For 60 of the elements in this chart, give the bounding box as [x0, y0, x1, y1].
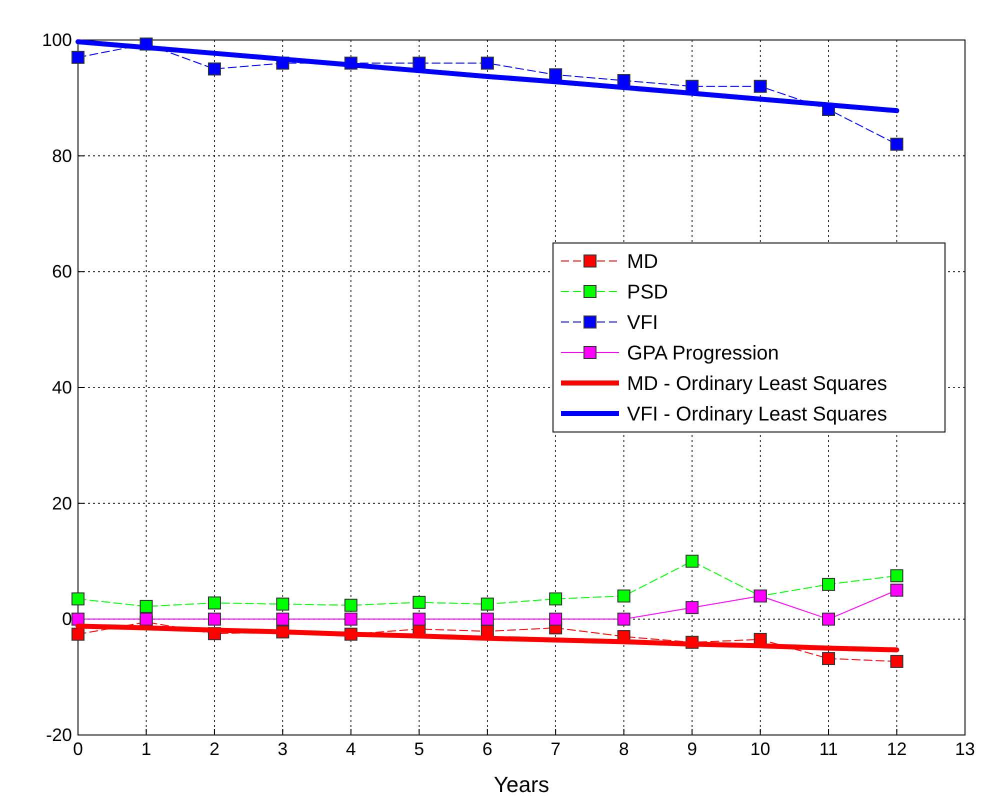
point [208, 596, 221, 610]
point [890, 569, 904, 582]
point [72, 628, 84, 641]
legend-label: VFI [627, 312, 658, 334]
point [549, 612, 562, 626]
point [208, 62, 221, 76]
legend-label: PSD [627, 282, 668, 304]
point [480, 612, 494, 626]
x-tick-label: 9 [687, 739, 698, 759]
point [276, 612, 290, 626]
y-tick-label: 40 [52, 378, 72, 398]
point [412, 56, 426, 70]
point [344, 612, 358, 626]
point [72, 612, 84, 626]
x-tick-label: 5 [414, 739, 424, 759]
point [549, 592, 562, 606]
y-tick-label: 100 [42, 30, 72, 50]
point [890, 654, 904, 668]
point [480, 598, 494, 611]
point [822, 612, 836, 626]
point [890, 584, 904, 597]
x-tick-label: 4 [346, 739, 356, 759]
x-tick-label: 12 [886, 739, 907, 759]
point [276, 598, 290, 611]
point [754, 80, 767, 93]
x-tick-label: 10 [750, 739, 770, 759]
x-axis-title: Years [494, 772, 550, 797]
point [412, 612, 426, 626]
point [344, 598, 358, 612]
point [822, 652, 836, 666]
point [617, 612, 630, 626]
x-tick-label: 1 [141, 739, 152, 759]
x-tick-label: 8 [618, 739, 629, 759]
x-tick-label: 6 [482, 739, 492, 759]
y-tick-label: 0 [62, 609, 72, 630]
x-tick-label: 13 [954, 739, 976, 759]
point [686, 554, 699, 568]
point [208, 612, 221, 626]
x-tick-label: 7 [550, 739, 561, 759]
point [72, 50, 84, 64]
x-tick-label: 2 [209, 739, 220, 759]
legend-label: VFI - Ordinary Least Squares [627, 404, 888, 426]
point [890, 138, 904, 151]
legend-label: GPA Progression [627, 342, 779, 364]
point [140, 600, 153, 613]
point [617, 590, 630, 602]
y-tick-label: 20 [52, 493, 72, 514]
x-tick-label: 11 [819, 739, 838, 759]
point [480, 56, 494, 70]
y-tick-label: 80 [52, 146, 72, 166]
point [822, 578, 836, 591]
point [412, 596, 426, 609]
legend-label: MD [627, 251, 658, 273]
legend-label: MD - Ordinary Least Squares [627, 373, 888, 395]
y-tick-label: -20 [46, 725, 72, 745]
point [140, 612, 153, 626]
point [686, 601, 699, 614]
x-tick-label: 3 [278, 739, 288, 759]
y-tick-label: 60 [52, 262, 72, 282]
point [72, 592, 84, 606]
